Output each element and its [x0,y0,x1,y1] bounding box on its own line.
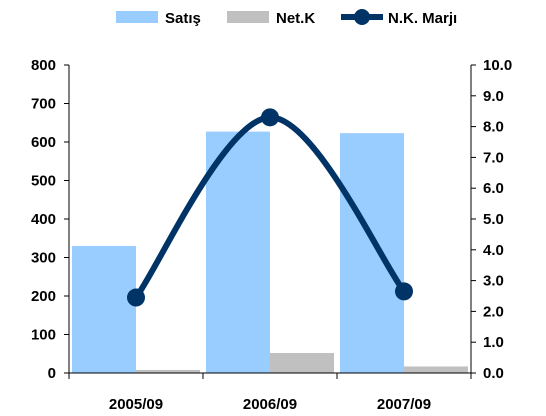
right-tick-label-5: 5.0 [483,211,504,228]
left-tick-label-8: 800 [31,57,56,74]
left-tick-label-2: 200 [31,288,56,305]
right-tick-label-9: 9.0 [483,88,504,105]
axes [64,64,476,379]
right-tick-label-1: 1.0 [483,334,504,351]
margin-point-1 [261,108,279,127]
bar-satis-2 [340,133,404,373]
x-tick-label-0: 2005/09 [109,396,163,413]
legend-swatch-netk [227,11,269,23]
right-tick-label-0: 0.0 [483,365,504,382]
bar-netk-0 [136,369,200,373]
legend-label-netk: Net.K [276,10,315,27]
right-tick-label-7: 7.0 [483,149,504,166]
margin-point-2 [395,282,413,301]
x-tick-label-2: 2007/09 [377,396,431,413]
right-tick-label-4: 4.0 [483,242,504,259]
left-tick-label-7: 700 [31,96,56,113]
bar-satis-1 [206,131,270,373]
legend-label-marji: N.K. Marjı [388,10,457,27]
margin-line [127,108,413,307]
right-tick-label-2: 2.0 [483,303,504,320]
tick-labels: 0 100 200 300 400 500 600 700 800 0.0 1.0 2.0 3.0 4.0… [31,57,512,413]
right-tick-label-6: 6.0 [483,180,504,197]
margin-point-0 [127,288,145,307]
bar-satis-0 [72,245,136,373]
left-tick-label-3: 300 [31,250,56,267]
left-tick-label-6: 600 [31,134,56,151]
legend-label-satis: Satış [165,10,201,27]
bar-netk-2 [404,366,468,373]
legend-marker-marji [354,9,370,25]
left-tick-label-5: 500 [31,173,56,190]
left-tick-label-4: 400 [31,211,56,228]
left-tick-label-1: 100 [31,327,56,344]
bar-netk-1 [270,352,334,373]
left-tick-label-0: 0 [48,365,56,382]
right-tick-label-3: 3.0 [483,273,504,290]
legend: Satış Net.K N.K. Marjı [116,9,457,27]
bars [72,131,468,373]
legend-swatch-satis [116,11,158,23]
x-tick-label-1: 2006/09 [243,396,297,413]
right-tick-label-8: 8.0 [483,119,504,136]
right-tick-label-10: 10.0 [483,57,512,74]
